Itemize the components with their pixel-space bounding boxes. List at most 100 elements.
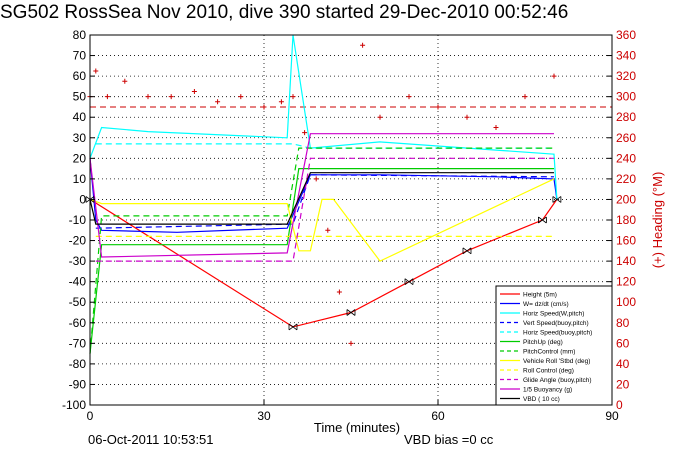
series-line-11 bbox=[89, 172, 554, 225]
x-tick-label: 90 bbox=[605, 409, 619, 423]
heading-point bbox=[325, 227, 331, 233]
y-right-axis-label: (+) Heading (°M) bbox=[650, 172, 665, 269]
y-tick-label: 40 bbox=[73, 110, 87, 124]
chart-title: SG502 RossSea Nov 2010, dive 390 started… bbox=[0, 2, 569, 23]
y-right-tick-label: 20 bbox=[616, 377, 630, 391]
legend-label-7: Vehicle Roll 'Stbd (deg) bbox=[523, 358, 590, 365]
y-right-tick-label: 120 bbox=[616, 275, 636, 289]
x-tick-label: 0 bbox=[87, 409, 94, 423]
y-tick-label: -50 bbox=[69, 295, 87, 309]
legend-label-6: PitchControl (mm) bbox=[523, 349, 575, 356]
legend-label-0: Height (5m) bbox=[523, 292, 557, 299]
heading-point bbox=[551, 73, 557, 79]
y-tick-label: -70 bbox=[69, 336, 87, 350]
heading-point bbox=[406, 94, 412, 100]
legend-label-3: Vert Speed(buoy,pitch) bbox=[523, 320, 589, 327]
heading-point bbox=[191, 89, 197, 95]
heading-point bbox=[104, 94, 110, 100]
heading-point bbox=[377, 114, 383, 120]
y-right-tick-label: 360 bbox=[616, 28, 636, 42]
y-tick-label: 50 bbox=[73, 90, 87, 104]
y-right-tick-label: 100 bbox=[616, 295, 636, 309]
y-right-tick-label: 320 bbox=[616, 69, 636, 83]
y-right-tick-label: 140 bbox=[616, 254, 636, 268]
legend-label-2: Horiz Speed(W,pitch) bbox=[523, 311, 584, 318]
legend-label-4: Horiz Speed(buoy,pitch) bbox=[523, 330, 592, 337]
y-tick-label: 60 bbox=[73, 69, 87, 83]
footer-date: 06-Oct-2011 10:53:51 bbox=[88, 432, 214, 447]
y-tick-label: -40 bbox=[69, 275, 87, 289]
y-right-tick-label: 260 bbox=[616, 131, 636, 145]
series-line-2 bbox=[89, 34, 558, 200]
legend-label-10: 1/5 Buoyancy (g) bbox=[523, 387, 572, 394]
heading-point bbox=[348, 340, 354, 346]
heading-point bbox=[168, 94, 174, 100]
height-marker bbox=[538, 216, 547, 224]
height-marker bbox=[552, 196, 562, 203]
series-line-10 bbox=[89, 133, 554, 258]
y-tick-label: 20 bbox=[73, 151, 87, 165]
y-right-tick-label: 200 bbox=[616, 192, 636, 206]
y-right-tick-label: 40 bbox=[616, 357, 630, 371]
legend-label-5: PitchUp (deg) bbox=[523, 339, 563, 346]
series-line-7 bbox=[89, 178, 555, 262]
y-tick-label: -10 bbox=[69, 213, 87, 227]
y-tick-label: 30 bbox=[73, 131, 87, 145]
y-right-tick-label: 220 bbox=[616, 172, 636, 186]
x-tick-label: 30 bbox=[257, 409, 271, 423]
y-tick-label: 70 bbox=[73, 49, 87, 63]
height-marker bbox=[404, 278, 414, 285]
height-marker bbox=[288, 323, 298, 331]
series-line-3 bbox=[95, 174, 555, 229]
heading-point bbox=[290, 94, 296, 100]
y-right-tick-label: 340 bbox=[616, 49, 636, 63]
x-axis-label: Time (minutes) bbox=[314, 420, 400, 435]
heading-point bbox=[313, 176, 319, 182]
heading-point bbox=[493, 125, 499, 130]
y-right-tick-label: 160 bbox=[616, 234, 636, 248]
legend-label-8: Roll Control (deg) bbox=[523, 368, 574, 375]
height-marker bbox=[346, 309, 356, 316]
series-line-0 bbox=[89, 198, 558, 328]
y-tick-label: -90 bbox=[69, 377, 87, 391]
y-right-tick-label: 240 bbox=[616, 151, 636, 165]
series-line-5 bbox=[89, 168, 554, 354]
y-tick-label: -30 bbox=[69, 254, 87, 268]
y-tick-label: -60 bbox=[69, 316, 87, 330]
y-right-tick-label: 60 bbox=[616, 336, 630, 350]
legend-label-9: Glide Angle (buoy,pitch) bbox=[523, 377, 592, 384]
series-line-1 bbox=[89, 158, 558, 233]
legend-label-11: VBD ( 10 cc) bbox=[523, 396, 560, 403]
heading-point bbox=[93, 68, 99, 74]
y-right-tick-label: 180 bbox=[616, 213, 636, 227]
y-right-tick-label: 0 bbox=[616, 398, 623, 412]
y-tick-label: 10 bbox=[73, 172, 87, 186]
y-right-tick-label: 80 bbox=[616, 316, 630, 330]
heading-point bbox=[238, 94, 244, 100]
y-tick-label: -20 bbox=[69, 234, 87, 248]
series-line-4 bbox=[95, 143, 554, 149]
heading-point bbox=[336, 289, 342, 295]
height-marker bbox=[462, 247, 472, 255]
y-tick-label: -100 bbox=[62, 398, 86, 412]
heading-point bbox=[145, 94, 151, 100]
y-tick-label: 80 bbox=[73, 28, 87, 42]
series-line-9 bbox=[95, 157, 554, 262]
legend-label-1: W= dz/dt (cm/s) bbox=[523, 301, 569, 308]
heading-point bbox=[261, 104, 267, 110]
x-tick-label: 60 bbox=[431, 409, 445, 423]
heading-point bbox=[215, 99, 221, 105]
legend-box bbox=[495, 285, 613, 406]
heading-point bbox=[302, 130, 308, 136]
heading-point bbox=[435, 104, 441, 110]
footer-vbd-bias: VBD bias =0 cc bbox=[404, 432, 494, 447]
y-right-tick-label: 300 bbox=[616, 90, 636, 104]
series-line-6 bbox=[89, 147, 554, 354]
heading-point bbox=[122, 78, 128, 84]
heading-point bbox=[522, 94, 528, 100]
heading-point bbox=[360, 42, 366, 48]
y-tick-label: -80 bbox=[69, 357, 87, 371]
y-tick-label: 0 bbox=[79, 192, 86, 206]
y-right-tick-label: 280 bbox=[616, 110, 636, 124]
